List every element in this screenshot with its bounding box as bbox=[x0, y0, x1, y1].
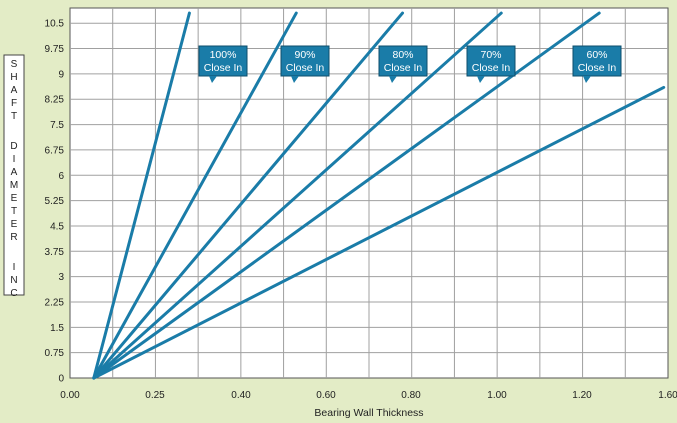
y-axis-title-char: T bbox=[11, 111, 17, 122]
callout-box bbox=[198, 45, 248, 77]
callout-box bbox=[280, 45, 330, 77]
x-tick-label: 0.60 bbox=[316, 390, 336, 401]
y-tick-label: 6.75 bbox=[45, 145, 65, 156]
y-axis-title-char: E bbox=[11, 219, 18, 230]
callout-box bbox=[572, 45, 622, 77]
y-tick-label: 1.5 bbox=[50, 323, 64, 334]
y-tick-label: 8.25 bbox=[45, 95, 65, 106]
series-line bbox=[92, 11, 298, 380]
y-tick-label: 5.25 bbox=[45, 196, 65, 207]
y-tick-label: 9.75 bbox=[45, 44, 65, 55]
series-line bbox=[92, 11, 404, 380]
y-axis-title-char: C bbox=[10, 288, 17, 299]
callout-pointer bbox=[291, 76, 299, 83]
callout-line1: 70% bbox=[480, 49, 501, 61]
callout-line2: Close In bbox=[286, 62, 325, 74]
x-tick-label: 0.00 bbox=[60, 390, 80, 401]
y-tick-label: 3.75 bbox=[45, 247, 65, 258]
x-tick-label: 0.25 bbox=[145, 390, 165, 401]
y-axis-title-char: T bbox=[11, 206, 17, 217]
callout-box bbox=[378, 45, 428, 77]
x-axis-title: Bearing Wall Thickness bbox=[314, 407, 423, 419]
callout-pointer bbox=[209, 76, 217, 83]
callout-box bbox=[466, 45, 516, 77]
y-axis-title-char: I bbox=[13, 262, 16, 273]
y-tick-label: 10.5 bbox=[45, 19, 65, 30]
y-axis-title-char: A bbox=[11, 85, 18, 96]
y-tick-label: 9 bbox=[58, 69, 64, 80]
callout-line1: 60% bbox=[586, 49, 607, 61]
y-tick-label: 2.25 bbox=[45, 297, 65, 308]
y-axis-title-box bbox=[3, 54, 25, 296]
callout-line2: Close In bbox=[472, 62, 511, 74]
series-line bbox=[92, 11, 503, 380]
y-axis-title-char: A bbox=[11, 167, 18, 178]
x-tick-label: 0.40 bbox=[231, 390, 251, 401]
callout-line2: Close In bbox=[204, 62, 243, 74]
y-axis-title-char: R bbox=[10, 232, 17, 243]
y-axis-title-char: N bbox=[10, 275, 17, 286]
y-axis-title-char: M bbox=[10, 180, 18, 191]
y-tick-label: 4.5 bbox=[50, 221, 64, 232]
callout-line1: 80% bbox=[392, 49, 413, 61]
callout-line1: 100% bbox=[210, 49, 237, 61]
callout-pointer bbox=[477, 76, 485, 83]
y-axis-title-char: E bbox=[11, 193, 18, 204]
x-tick-label: 0.80 bbox=[401, 390, 421, 401]
y-tick-label: 3 bbox=[58, 272, 64, 283]
series-line bbox=[92, 11, 191, 380]
x-tick-label: 1.00 bbox=[487, 390, 507, 401]
y-axis-title-char: D bbox=[10, 141, 17, 152]
callout-line2: Close In bbox=[578, 62, 617, 74]
y-tick-label: 0.75 bbox=[45, 348, 65, 359]
y-axis-title-char: H bbox=[10, 0, 17, 3]
y-axis-title-char: H bbox=[10, 72, 17, 83]
callout-pointer bbox=[583, 76, 591, 83]
x-tick-label: 1.20 bbox=[572, 390, 592, 401]
y-axis-title-char: I bbox=[13, 154, 16, 165]
y-tick-label: 7.5 bbox=[50, 120, 64, 131]
callout-line1: 90% bbox=[294, 49, 315, 61]
callout-pointer bbox=[389, 76, 397, 83]
y-axis-title-char: S bbox=[11, 59, 18, 70]
y-axis-title-char: F bbox=[11, 98, 17, 109]
callout-line2: Close In bbox=[384, 62, 423, 74]
x-tick-label: 1.60 bbox=[658, 390, 677, 401]
y-tick-label: 6 bbox=[58, 171, 64, 182]
series-line bbox=[92, 85, 666, 380]
y-tick-label: 0 bbox=[58, 374, 64, 385]
